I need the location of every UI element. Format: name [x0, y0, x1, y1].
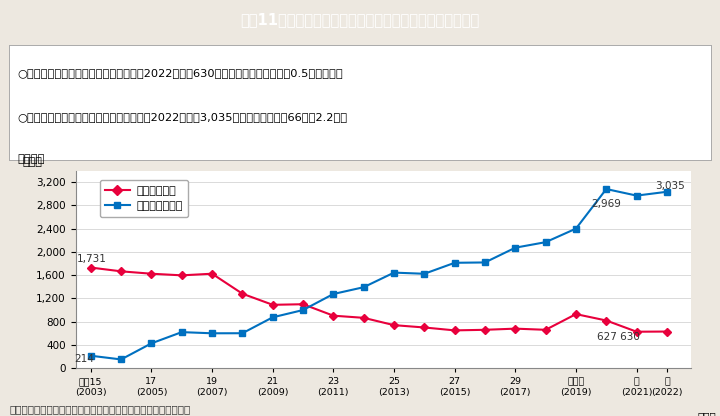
- Text: 増加。: 増加。: [18, 154, 45, 164]
- Text: （備考）警察庁「少年非行及び子供の性被害の状況」より作成。: （備考）警察庁「少年非行及び子供の性被害の状況」より作成。: [9, 404, 191, 414]
- Text: 1,731: 1,731: [77, 255, 107, 265]
- Legend: 児童買春事犯, 児童ポルノ事犯: 児童買春事犯, 児童ポルノ事犯: [99, 180, 188, 217]
- Text: ○児童ポルノ事犯の検挙件数は、令和４（2022）年は3,035件で、前年に比べ66件（2.2％）: ○児童ポルノ事犯の検挙件数は、令和４（2022）年は3,035件で、前年に比べ6…: [18, 111, 348, 121]
- Text: 214: 214: [74, 354, 94, 364]
- Text: 2,969: 2,969: [591, 198, 621, 208]
- Y-axis label: （件）: （件）: [22, 156, 42, 166]
- Text: （年）: （年）: [698, 412, 716, 416]
- Text: ５－11図　児童買春及び児童ポルノ事件の検挙件数の推移: ５－11図 児童買春及び児童ポルノ事件の検挙件数の推移: [240, 12, 480, 27]
- Text: 3,035: 3,035: [654, 181, 685, 191]
- Text: ○児童買春事犯の検挙件数は、令和４（2022）年は630件で、前年に比べ３件（0.5％）増加。: ○児童買春事犯の検挙件数は、令和４（2022）年は630件で、前年に比べ３件（0…: [18, 68, 343, 78]
- Text: 627 630: 627 630: [597, 332, 640, 342]
